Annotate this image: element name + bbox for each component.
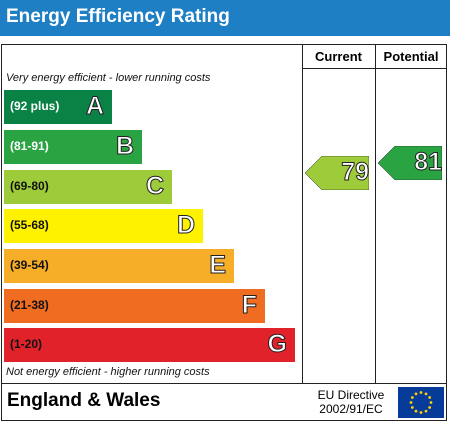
eu-flag-icon <box>398 387 444 418</box>
eu-star <box>410 406 414 409</box>
band-letter: C <box>145 172 164 201</box>
bottom-note: Not energy efficient - higher running co… <box>6 366 210 378</box>
eu-star <box>428 406 432 409</box>
band-letter: F <box>241 291 257 320</box>
band-range: (39-54) <box>10 258 49 272</box>
eu-star <box>409 401 413 404</box>
band-a: (92 plus) A <box>4 90 112 124</box>
rating-frame <box>1 44 447 421</box>
band-e: (39-54) E <box>4 249 234 283</box>
eu-star <box>414 409 418 413</box>
eu-star <box>428 396 432 399</box>
divider-potential <box>375 44 376 384</box>
divider-current <box>302 44 303 384</box>
directive-line-2: 2002/91/EC <box>319 402 383 416</box>
band-range: (92 plus) <box>10 99 60 113</box>
band-range: (69-80) <box>10 179 49 193</box>
region-label: England & Wales <box>7 390 161 411</box>
page-title: Energy Efficiency Rating <box>6 6 230 27</box>
band-range: (55-68) <box>10 218 49 232</box>
eu-directive: EU Directive 2002/91/EC <box>306 388 396 416</box>
band-b: (81-91) B <box>4 130 142 164</box>
footer-divider <box>1 383 447 384</box>
band-letter: D <box>176 211 195 240</box>
top-note: Very energy efficient - lower running co… <box>6 72 211 84</box>
eu-star <box>414 392 418 396</box>
directive-line-1: EU Directive <box>317 388 385 402</box>
current-column-header: Current <box>315 49 362 64</box>
eu-star <box>429 401 433 404</box>
potential-rating-value: 81 <box>414 148 443 177</box>
potential-rating-arrow <box>378 146 442 180</box>
header-bar: Energy Efficiency Rating <box>0 0 450 36</box>
band-letter: B <box>115 132 134 161</box>
eu-star <box>410 396 414 399</box>
band-c: (69-80) C <box>4 170 172 204</box>
eu-star <box>424 409 428 413</box>
current-rating-arrow <box>305 156 369 190</box>
band-letter: E <box>209 251 227 280</box>
header-divider <box>302 68 447 69</box>
band-f: (21-38) F <box>4 289 265 323</box>
band-range: (21-38) <box>10 298 49 312</box>
band-g: (1-20) G <box>4 328 295 362</box>
band-letter: G <box>267 330 287 359</box>
potential-column-header: Potential <box>383 49 439 64</box>
band-range: (1-20) <box>10 337 43 351</box>
band-letter: A <box>85 92 104 121</box>
current-rating-value: 79 <box>341 158 370 187</box>
band-d: (55-68) D <box>4 209 203 243</box>
eu-star <box>419 391 423 394</box>
band-range: (81-91) <box>10 139 49 153</box>
eu-star <box>424 392 428 396</box>
eu-star <box>419 411 423 414</box>
